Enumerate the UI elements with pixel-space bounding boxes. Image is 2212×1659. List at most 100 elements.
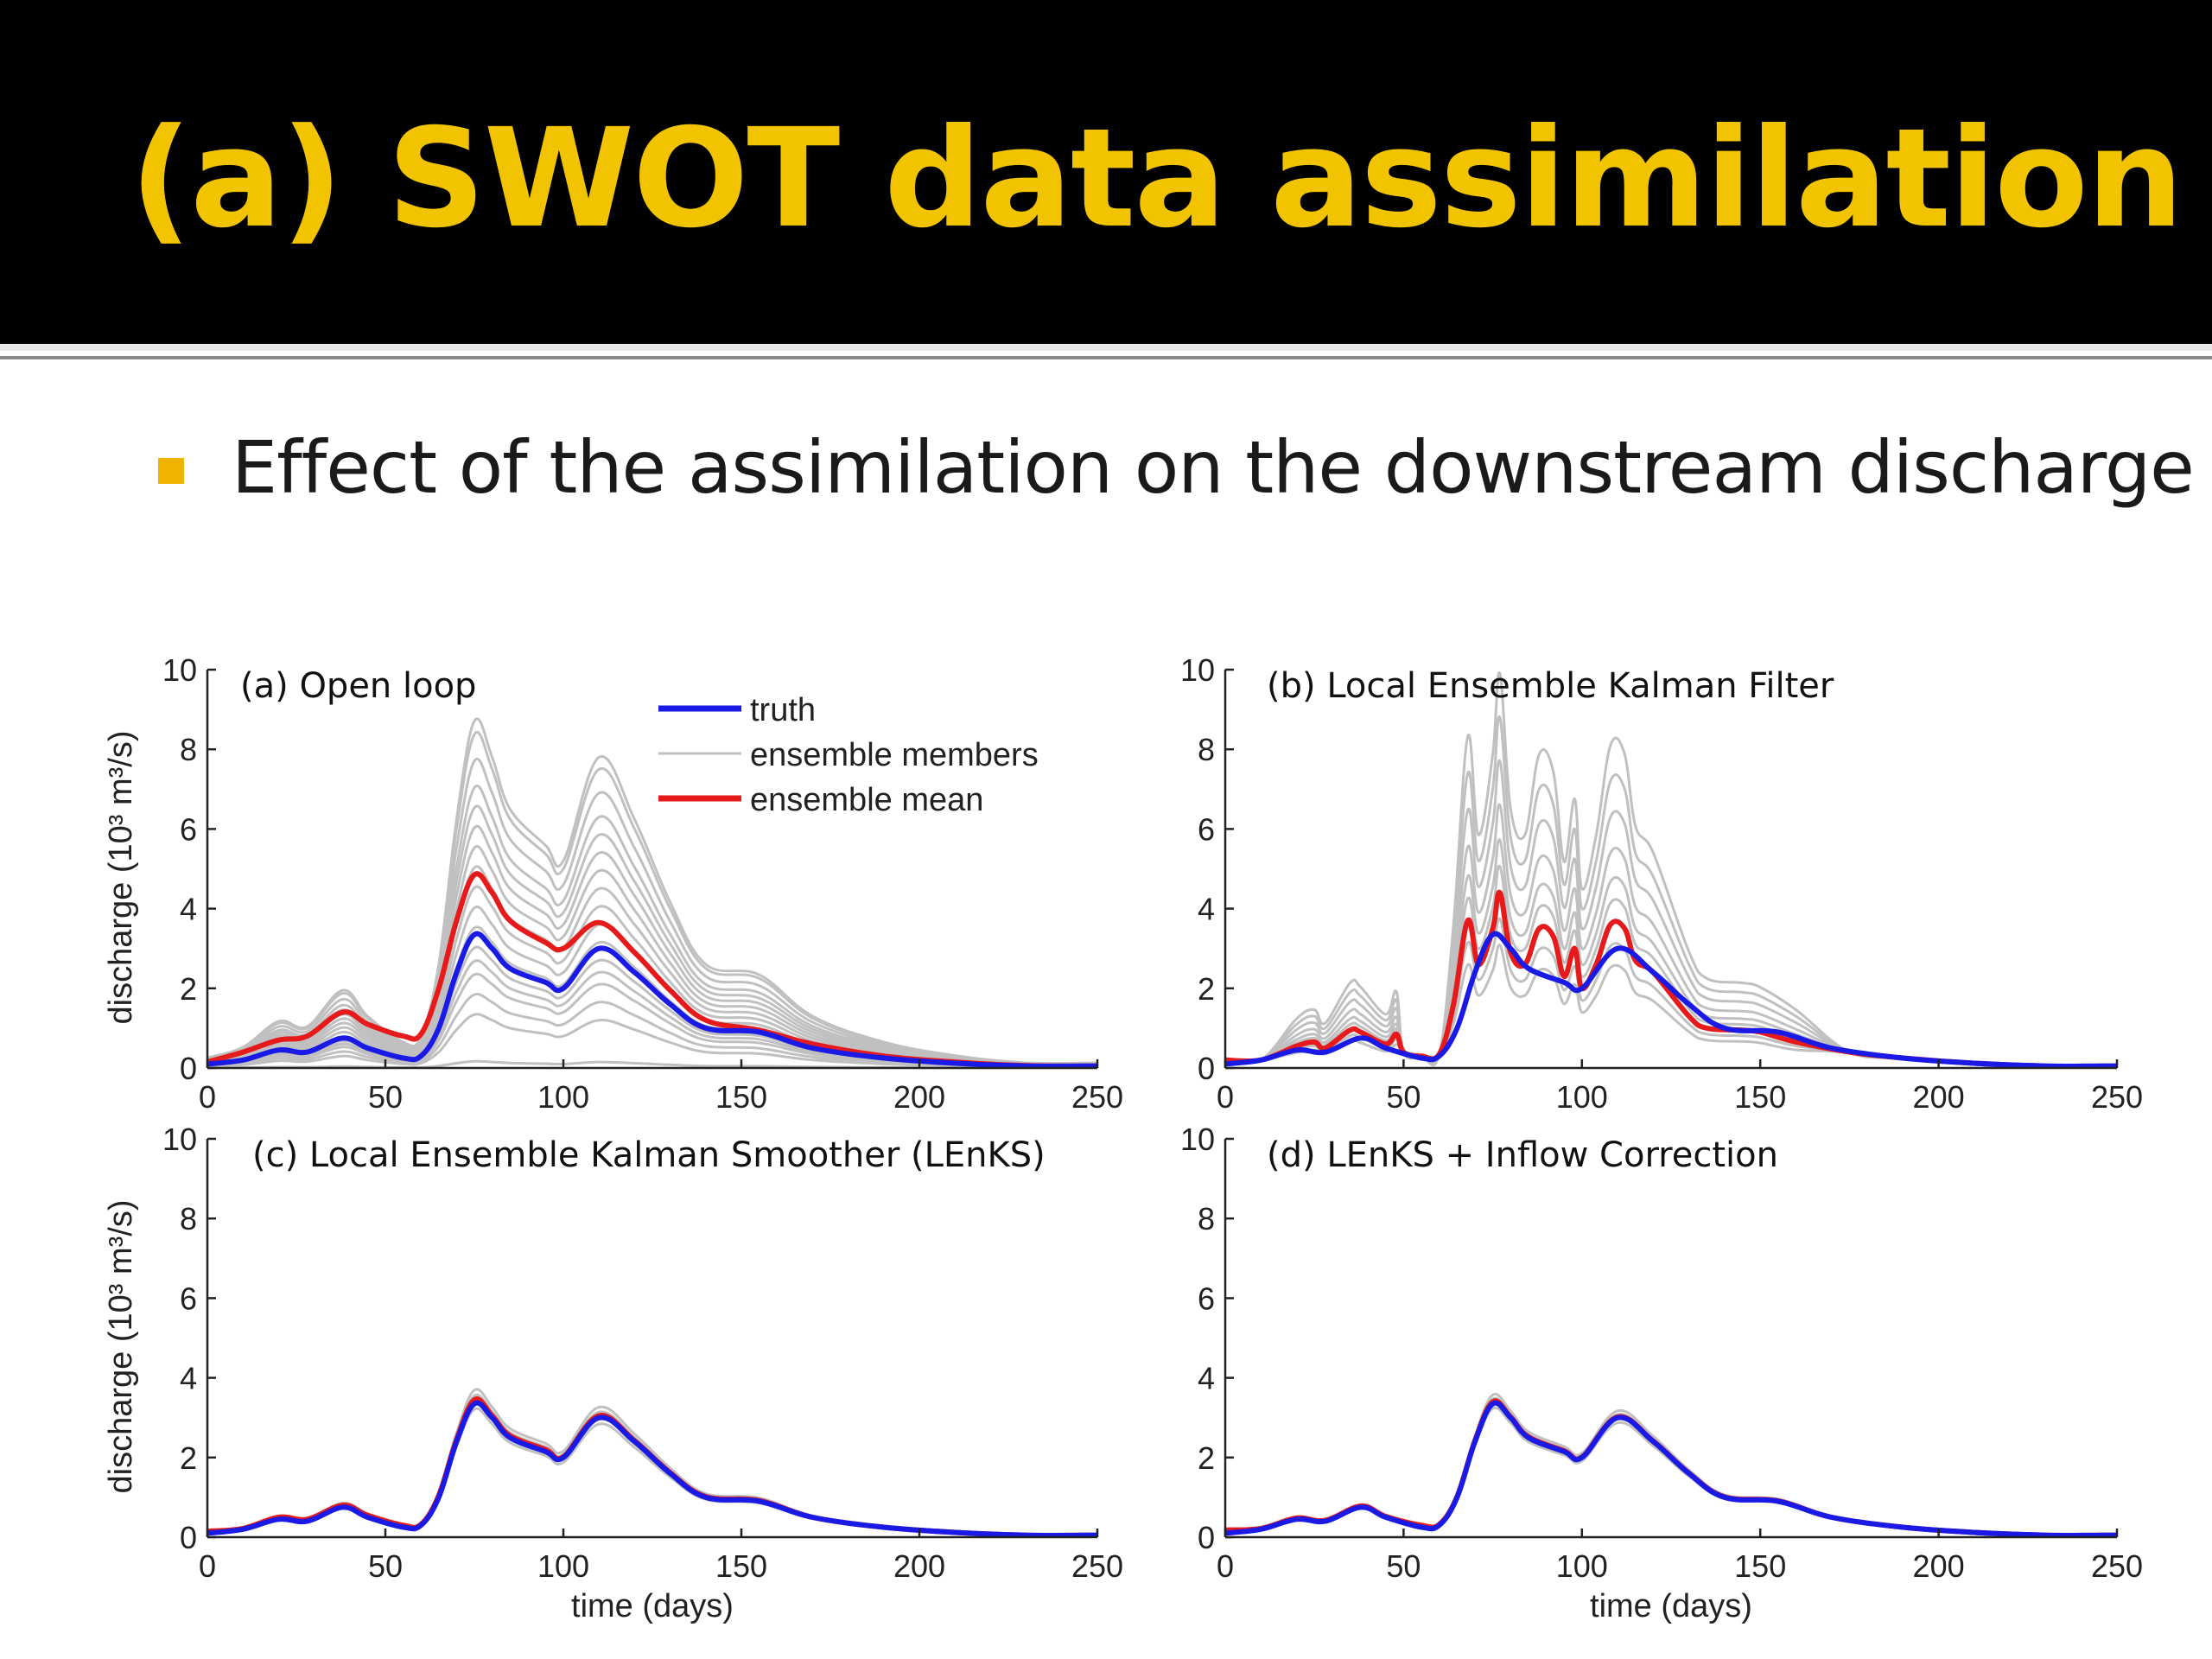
x-tick-label: 100	[537, 1079, 589, 1115]
y-tick-label: 8	[1198, 732, 1215, 767]
y-tick-label: 6	[180, 811, 197, 847]
title-bar	[0, 0, 2212, 344]
ensemble-member-line	[207, 1407, 1098, 1537]
x-tick-label: 50	[368, 1548, 403, 1584]
panel-title: (c) Local Ensemble Kalman Smoother (LEnK…	[252, 1135, 1046, 1175]
ensemble-member-line	[1224, 944, 2118, 1068]
y-tick-label: 10	[1180, 652, 1215, 688]
x-axis-label: time (days)	[1590, 1588, 1752, 1624]
x-tick-label: 0	[1217, 1079, 1234, 1115]
y-tick-label: 4	[180, 892, 197, 927]
y-tick-label: 6	[1198, 1281, 1215, 1316]
y-tick-label: 0	[180, 1520, 197, 1555]
ensemble-mean-line	[1224, 1398, 2118, 1538]
x-tick-label: 50	[1386, 1079, 1421, 1115]
y-tick-label: 0	[180, 1051, 197, 1086]
x-tick-label: 200	[893, 1079, 945, 1115]
x-tick-label: 250	[2091, 1079, 2143, 1115]
chart-panel-4: 0 50 100 150 200 250 0 2 4 6 8 10 (d) LEnKS + Inflow…	[1180, 1122, 2143, 1624]
ensemble-member-line	[207, 972, 1098, 1069]
x-tick-label: 150	[715, 1079, 767, 1115]
panel-title: (a) Open loop	[240, 666, 476, 706]
x-tick-label: 200	[1913, 1548, 1965, 1584]
y-axis-label: discharge (10³ m³/s)	[103, 1200, 139, 1494]
chart-panel-1: 0 50 100 150 200 250 0 2 4 6 8 10 (a) Open loop disch…	[103, 652, 1123, 1115]
ensemble-member-line	[207, 758, 1098, 1065]
ensemble-member-line	[1224, 1406, 2118, 1537]
y-tick-label: 0	[1198, 1520, 1215, 1555]
truth-line	[207, 1400, 1098, 1538]
x-tick-label: 150	[1734, 1548, 1786, 1584]
ensemble-member-line	[1224, 1396, 2118, 1537]
legend-entry: ensemble members	[750, 737, 1039, 773]
y-tick-label: 4	[180, 1361, 197, 1396]
ensemble-member-line	[1224, 803, 2118, 1068]
ensemble-member-line	[207, 824, 1098, 1066]
x-tick-label: 50	[368, 1079, 403, 1115]
y-tick-label: 2	[180, 1440, 197, 1476]
panel-title: (b) Local Ensemble Kalman Filter	[1267, 666, 1834, 706]
x-tick-label: 100	[1556, 1548, 1608, 1584]
y-tick-label: 4	[1198, 892, 1215, 927]
x-tick-label: 250	[2091, 1548, 2143, 1584]
truth-line	[207, 931, 1098, 1069]
ensemble-member-line	[207, 959, 1098, 1068]
title-divider	[0, 344, 2212, 351]
x-tick-label: 0	[1217, 1548, 1234, 1584]
truth-line	[1224, 931, 2118, 1069]
chart-panel-2: 0 50 100 150 200 250 0 2 4 6 8 10 (b) Local Ensemble…	[1180, 652, 2143, 1115]
bullet-text: Effect of the assimilation on the downst…	[232, 425, 2195, 510]
panel-title: (d) LEnKS + Inflow Correction	[1267, 1135, 1778, 1175]
ensemble-mean-line	[207, 1396, 1098, 1538]
ensemble-member-line	[207, 993, 1098, 1069]
x-tick-label: 150	[1734, 1079, 1786, 1115]
ensemble-member-line	[207, 730, 1098, 1065]
ensemble-member-line	[207, 1013, 1098, 1069]
ensemble-member-line	[1224, 715, 2118, 1068]
y-tick-label: 6	[180, 1281, 197, 1316]
ensemble-member-line	[1224, 864, 2118, 1068]
ensemble-member-line	[1224, 759, 2118, 1068]
y-tick-label: 6	[1198, 811, 1215, 847]
ensemble-member-line	[207, 845, 1098, 1067]
y-tick-label: 10	[162, 1122, 197, 1157]
ensemble-member-line	[207, 785, 1098, 1066]
x-tick-label: 250	[1071, 1548, 1123, 1584]
ensemble-member-line	[1224, 1402, 2118, 1537]
chart-panel-3: 0 50 100 150 200 250 0 2 4 6 8 10 (c) Local Ensemble…	[103, 1122, 1123, 1624]
y-tick-label: 2	[1198, 971, 1215, 1007]
x-tick-label: 150	[715, 1548, 767, 1584]
x-tick-label: 0	[199, 1079, 216, 1115]
y-tick-label: 2	[180, 971, 197, 1007]
ensemble-member-line	[1224, 838, 2118, 1068]
slide-title: (a) SWOT data assimilation	[130, 99, 2183, 258]
x-axis-label: time (days)	[571, 1588, 734, 1624]
y-tick-label: 8	[1198, 1201, 1215, 1236]
title-divider-shadow	[0, 356, 2212, 359]
y-tick-label: 8	[180, 732, 197, 767]
x-tick-label: 200	[1913, 1079, 1965, 1115]
y-tick-label: 10	[162, 652, 197, 688]
y-tick-label: 10	[1180, 1122, 1215, 1157]
y-tick-label: 2	[1198, 1440, 1215, 1476]
ensemble-member-line	[1224, 1392, 2118, 1537]
ensemble-member-line	[1224, 671, 2118, 1068]
x-tick-label: 100	[1556, 1079, 1608, 1115]
x-tick-label: 50	[1386, 1548, 1421, 1584]
legend-entry: truth	[750, 692, 816, 728]
ensemble-mean-line	[207, 871, 1098, 1069]
ensemble-member-line	[207, 1393, 1098, 1537]
y-tick-label: 4	[1198, 1361, 1215, 1396]
x-tick-label: 250	[1071, 1079, 1123, 1115]
truth-line	[1224, 1400, 2118, 1538]
ensemble-member-line	[207, 1402, 1098, 1537]
x-tick-label: 0	[199, 1548, 216, 1584]
x-tick-label: 100	[537, 1548, 589, 1584]
ensemble-member-line	[207, 717, 1098, 1065]
y-tick-label: 0	[1198, 1051, 1215, 1086]
x-tick-label: 200	[893, 1548, 945, 1584]
legend-entry: ensemble mean	[750, 782, 983, 818]
bullet-marker-icon	[158, 458, 184, 484]
y-axis-label: discharge (10³ m³/s)	[103, 731, 139, 1025]
